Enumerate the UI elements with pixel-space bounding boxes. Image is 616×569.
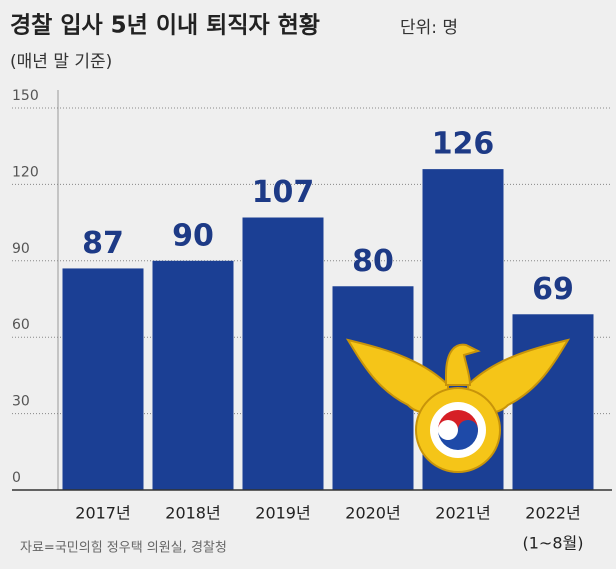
bar xyxy=(152,260,234,490)
y-tick-label: 30 xyxy=(12,394,30,410)
unit-label: 단위: 명 xyxy=(400,18,458,38)
y-tick-label: 150 xyxy=(12,88,39,104)
bar xyxy=(242,217,324,491)
x-tick-label: 2021년 xyxy=(435,504,490,523)
police-emblem xyxy=(345,338,571,473)
value-label: 87 xyxy=(82,226,124,261)
y-tick-label: 120 xyxy=(12,164,39,180)
x-tick-label: 2018년 xyxy=(165,504,220,523)
chart-title: 경찰 입사 5년 이내 퇴직자 현황 xyxy=(10,13,320,39)
bar xyxy=(512,314,594,490)
x-tick-label: 2020년 xyxy=(345,504,400,523)
y-tick-label: 90 xyxy=(12,241,30,257)
value-label: 126 xyxy=(432,127,495,162)
x-tick-label: 2017년 xyxy=(75,504,130,523)
x-tick-label: 2019년 xyxy=(255,504,310,523)
value-label: 107 xyxy=(252,175,315,210)
value-label: 90 xyxy=(172,218,214,253)
y-tick-label: 60 xyxy=(12,317,30,333)
value-label: 80 xyxy=(352,244,394,279)
source-note: 자료=국민의힘 정우택 의원실, 경찰청 xyxy=(20,541,227,556)
chart-subtitle: (매년 말 기준) xyxy=(10,52,112,72)
x-tick-label: 2022년 xyxy=(525,504,580,523)
x-tick-note: (1~8월) xyxy=(523,534,584,553)
y-tick-label: 0 xyxy=(12,470,21,486)
value-label: 69 xyxy=(532,272,574,307)
bar xyxy=(62,268,144,490)
